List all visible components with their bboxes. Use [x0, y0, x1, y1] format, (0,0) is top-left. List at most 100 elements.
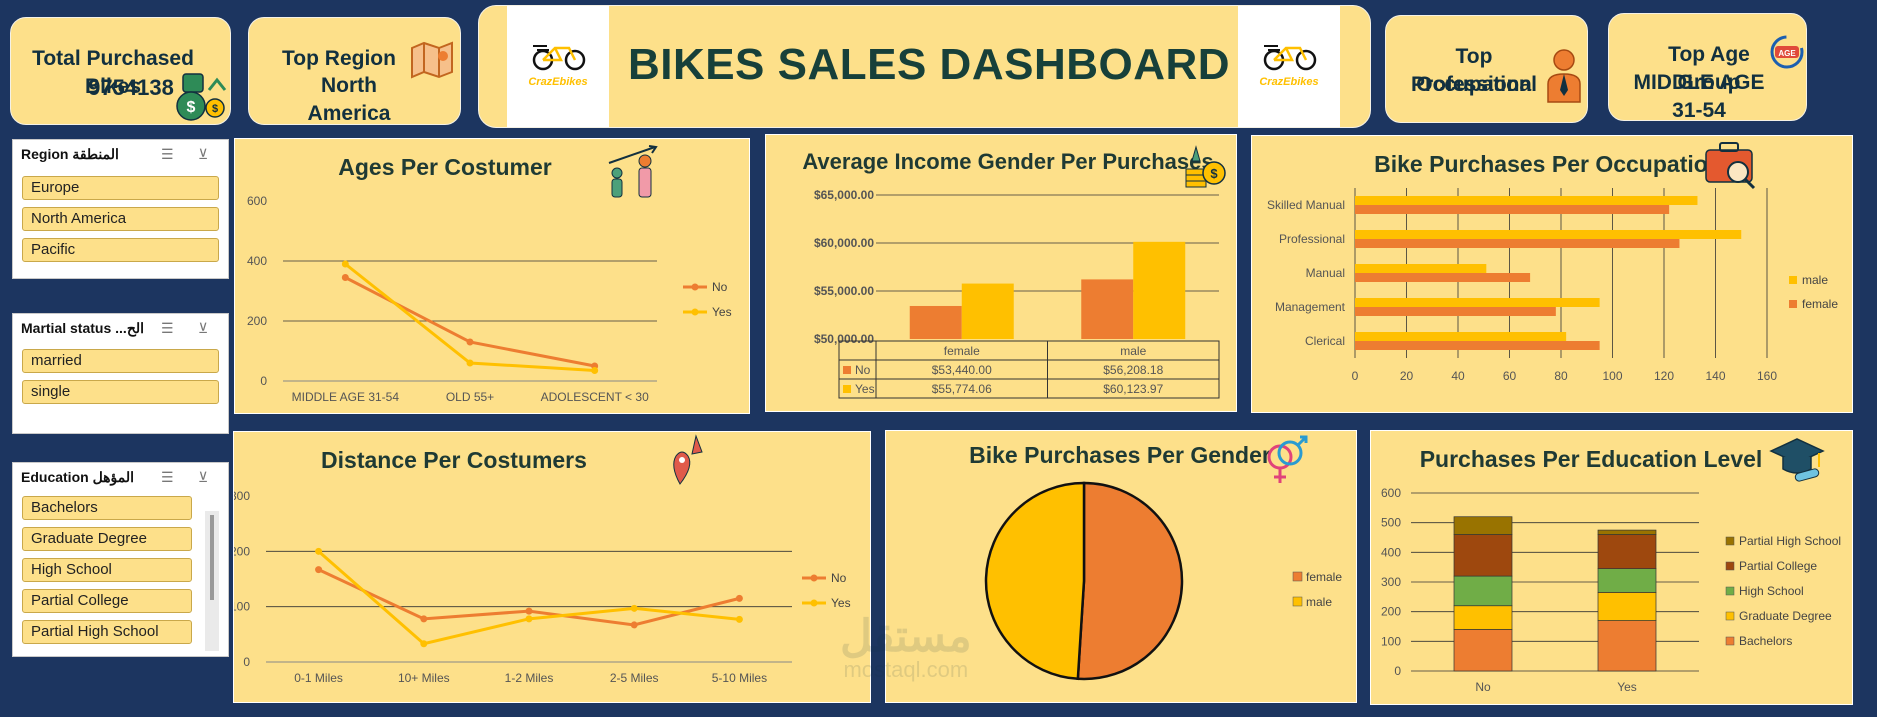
table-series-label: Yes	[855, 382, 875, 396]
bar-female	[1355, 273, 1531, 282]
dashboard-title: BIKES SALES DASHBOARD	[627, 40, 1231, 89]
y-tick-label: 200	[1381, 605, 1401, 619]
chart-title: Distance Per Costumers	[321, 447, 587, 473]
x-tick-label: 20	[1400, 369, 1414, 383]
slicer-item-education[interactable]: Bachelors	[22, 496, 192, 520]
x-tick-label: 80	[1554, 369, 1568, 383]
y-tick-label: $60,000.00	[814, 236, 874, 250]
data-point	[315, 547, 323, 555]
table-legend-key	[843, 385, 851, 393]
x-tick-label: 160	[1757, 369, 1777, 383]
stacked-bar-segment	[1453, 575, 1513, 607]
gender-symbol-icon	[1267, 435, 1308, 483]
kpi-top-age-value: MIDDLE AGE 31-54	[1633, 71, 1765, 122]
pie-slice-female	[1076, 481, 1184, 681]
kpi-top-age-card: Top Age Group MIDDLE AGE 31-54 AGE	[1608, 13, 1807, 122]
bar-yes	[1133, 241, 1186, 339]
legend-label: Partial College	[1739, 559, 1817, 573]
x-tick-label: 0-1 Miles	[294, 671, 343, 685]
bar-male	[1355, 332, 1567, 341]
y-tick-label: Manual	[1306, 266, 1345, 280]
multi-select-icon[interactable]: ☰	[161, 469, 174, 485]
kpi-total-bikes-card: Total Purchased Bikes 9754138 $ $	[10, 17, 231, 125]
bar-female	[1355, 307, 1556, 316]
kpi-top-occupation-card: Top Occupation Professional	[1385, 15, 1588, 123]
y-tick-label: 200	[247, 314, 267, 328]
clear-filter-icon[interactable]: ⊻	[198, 320, 209, 336]
table-value: $60,123.97	[1103, 382, 1163, 396]
gender-chart: Bike Purchases Per Gender female male	[969, 442, 1342, 681]
legend-key	[1292, 596, 1303, 607]
stacked-bar-segment	[1453, 534, 1513, 577]
stacked-bar-segment	[1453, 629, 1513, 672]
chart-title: Bike Purchases Per Occupation	[1374, 151, 1722, 177]
bar-no	[1081, 279, 1134, 339]
multi-select-icon[interactable]: ☰	[161, 146, 174, 162]
clear-filter-icon[interactable]: ⊻	[198, 469, 209, 485]
slicer-scrollbar[interactable]	[205, 511, 219, 651]
legend-label: High School	[1739, 584, 1804, 598]
bar-female	[1355, 239, 1680, 248]
professional-person-icon	[1547, 49, 1581, 103]
kpi-top-region-value: North America	[307, 74, 391, 125]
table-value: $55,774.06	[932, 382, 992, 396]
kpi-total-bikes-label: Total Purchased Bikes	[32, 47, 194, 98]
stacked-bar-segment	[1597, 529, 1657, 535]
data-point	[341, 260, 349, 268]
legend-label: No	[712, 280, 728, 294]
y-tick-label: 100	[1381, 634, 1401, 648]
x-tick-label: 40	[1451, 369, 1465, 383]
data-point	[735, 594, 743, 602]
legend-marker	[810, 599, 818, 607]
x-tick-label: 140	[1705, 369, 1725, 383]
watermark-arabic: مستقل	[840, 612, 972, 661]
slicer-item-region[interactable]: Pacific	[22, 238, 219, 262]
x-tick-label: MIDDLE AGE 31-54	[292, 390, 400, 404]
y-tick-label: 100	[234, 600, 250, 614]
data-point	[525, 615, 533, 623]
briefcase-search-icon	[1705, 142, 1756, 190]
slicer-item-region[interactable]: Europe	[22, 176, 219, 200]
stacked-bar-segment	[1597, 534, 1657, 569]
y-tick-label: Skilled Manual	[1267, 198, 1345, 212]
legend-key	[1725, 561, 1735, 571]
graduation-cap-icon	[1769, 438, 1825, 482]
clear-filter-icon[interactable]: ⊻	[198, 146, 209, 162]
income-panel: Average Income Gender Per Purchases $50,0…	[765, 134, 1237, 412]
slicer-item-education[interactable]: High School	[22, 558, 192, 582]
slicer-item-education[interactable]: Graduate Degree	[22, 527, 192, 551]
distance-chart: Distance Per Costumers 0 100 200 300 0-1 Mile…	[234, 447, 851, 685]
slicer-item-marital[interactable]: married	[22, 349, 219, 373]
table-value: $56,208.18	[1103, 363, 1163, 377]
chart-title: Average Income Gender Per Purchases	[802, 149, 1213, 174]
svg-text:$: $	[187, 99, 196, 116]
y-tick-label: Management	[1275, 300, 1346, 314]
slicer-item-region[interactable]: North America	[22, 207, 219, 231]
data-point	[420, 615, 428, 623]
data-point	[420, 640, 428, 648]
bar-male	[1355, 298, 1600, 307]
y-tick-label: Professional	[1279, 232, 1345, 246]
data-point	[341, 274, 349, 281]
slicer-item-marital[interactable]: single	[22, 380, 219, 404]
location-pin-icon	[673, 434, 703, 485]
legend-marker	[691, 283, 699, 291]
header-banner: CrazEbikes BIKES SALES DASHBOARD CrazEbi…	[478, 5, 1371, 128]
chart-title: Purchases Per Education Level	[1420, 446, 1763, 472]
bar-female	[1355, 341, 1600, 350]
legend-key	[1292, 571, 1303, 582]
data-point	[466, 359, 474, 367]
y-tick-label: 400	[247, 254, 267, 268]
ages-chart: Ages Per Costumer 0 200 400 600 MIDDLE AGE 31…	[247, 154, 732, 404]
multi-select-icon[interactable]: ☰	[161, 320, 174, 336]
y-tick-label: 600	[247, 194, 267, 208]
slicer-scroll-thumb[interactable]	[210, 515, 214, 600]
y-tick-label: 600	[1381, 486, 1401, 500]
legend-label: Yes	[831, 596, 851, 610]
slicer-item-education[interactable]: Partial College	[22, 589, 192, 613]
legend-label: male	[1306, 595, 1332, 609]
x-tick-label: Yes	[1617, 680, 1637, 694]
education-slicer: Education المؤهل ☰ ⊻ Bachelors Graduate …	[12, 462, 229, 657]
y-tick-label: 0	[260, 374, 267, 388]
slicer-item-education[interactable]: Partial High School	[22, 620, 192, 644]
